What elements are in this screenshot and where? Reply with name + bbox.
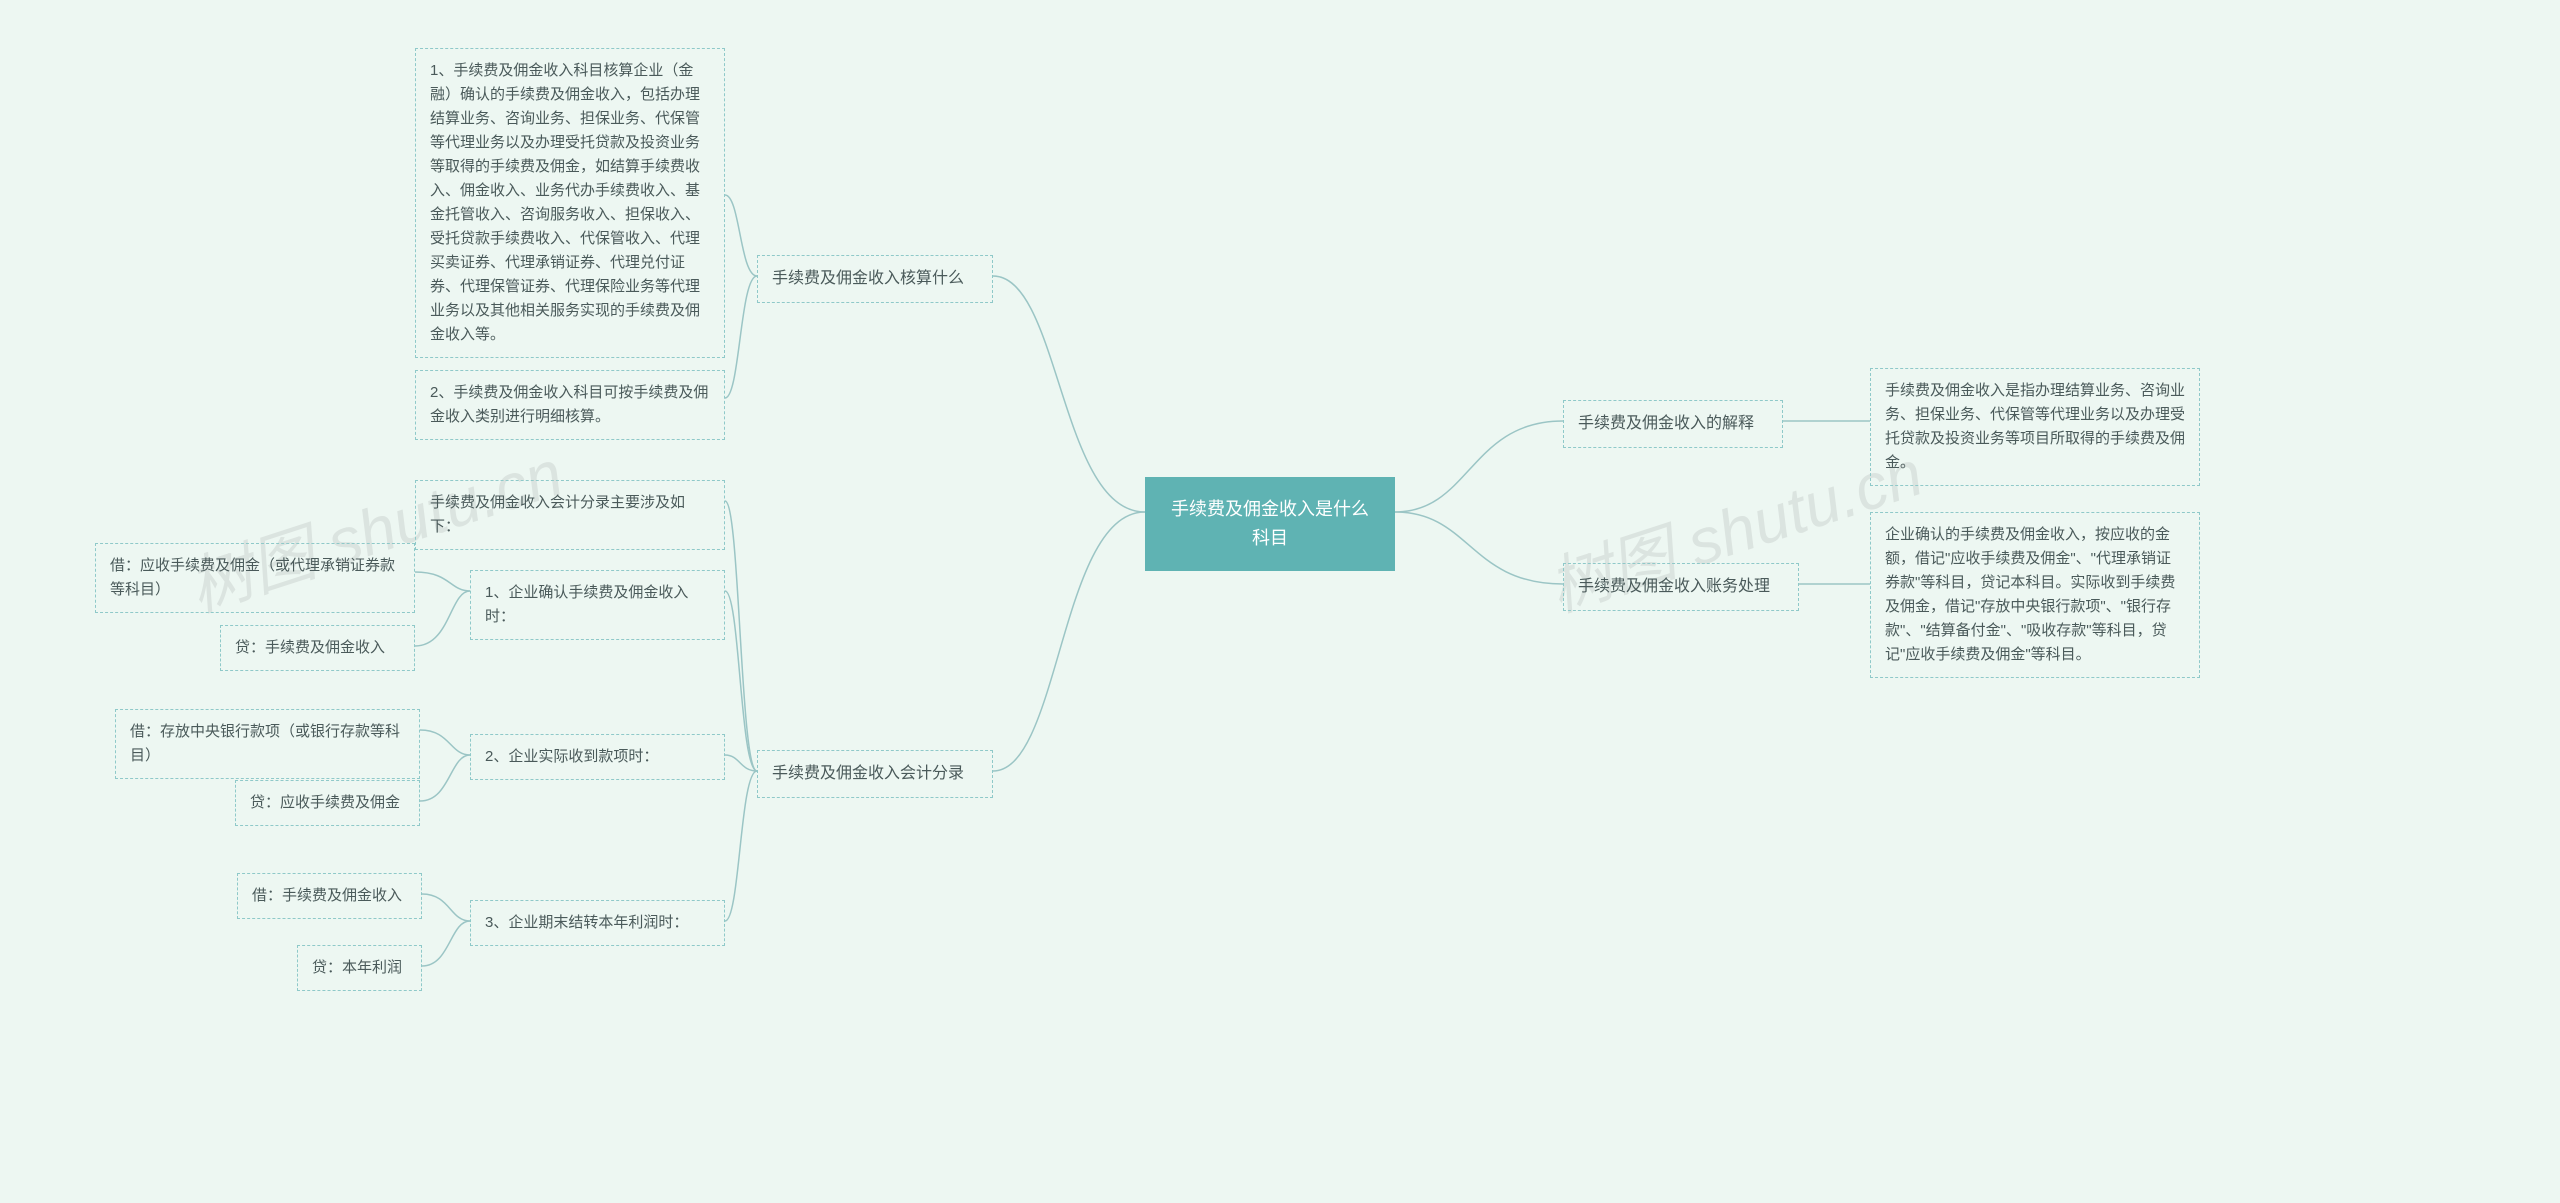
leaf-left-0-1: 2、手续费及佣金收入科目可按手续费及佣金收入类别进行明细核算。 — [415, 370, 725, 440]
branch-left-1: 手续费及佣金收入会计分录 — [757, 750, 993, 798]
root-node: 手续费及佣金收入是什么科目 — [1145, 477, 1395, 571]
leaf-right-0-0: 手续费及佣金收入是指办理结算业务、咨询业务、担保业务、代保管等代理业务以及办理受… — [1870, 368, 2200, 486]
branch-right-0: 手续费及佣金收入的解释 — [1563, 400, 1783, 448]
leaf-left-1-0-1-1: 贷：应收手续费及佣金 — [235, 780, 420, 826]
leaf-left-1-0-1: 2、企业实际收到款项时： — [470, 734, 725, 780]
leaf-left-1-0-0: 1、企业确认手续费及佣金收入时： — [470, 570, 725, 640]
leaf-left-0-0: 1、手续费及佣金收入科目核算企业（金融）确认的手续费及佣金收入，包括办理结算业务… — [415, 48, 725, 358]
leaf-left-1-0-0-0: 借：应收手续费及佣金（或代理承销证券款等科目） — [95, 543, 415, 613]
leaf-left-1-0-2-0: 借：手续费及佣金收入 — [237, 873, 422, 919]
leaf-left-1-0-0-1: 贷：手续费及佣金收入 — [220, 625, 415, 671]
leaf-left-1-0: 手续费及佣金收入会计分录主要涉及如下： — [415, 480, 725, 550]
leaf-left-1-0-2: 3、企业期末结转本年利润时： — [470, 900, 725, 946]
branch-right-1: 手续费及佣金收入账务处理 — [1563, 563, 1799, 611]
branch-left-0: 手续费及佣金收入核算什么 — [757, 255, 993, 303]
leaf-left-1-0-1-0: 借：存放中央银行款项（或银行存款等科目） — [115, 709, 420, 779]
leaf-left-1-0-2-1: 贷：本年利润 — [297, 945, 422, 991]
leaf-right-1-0: 企业确认的手续费及佣金收入，按应收的金额，借记"应收手续费及佣金"、"代理承销证… — [1870, 512, 2200, 678]
